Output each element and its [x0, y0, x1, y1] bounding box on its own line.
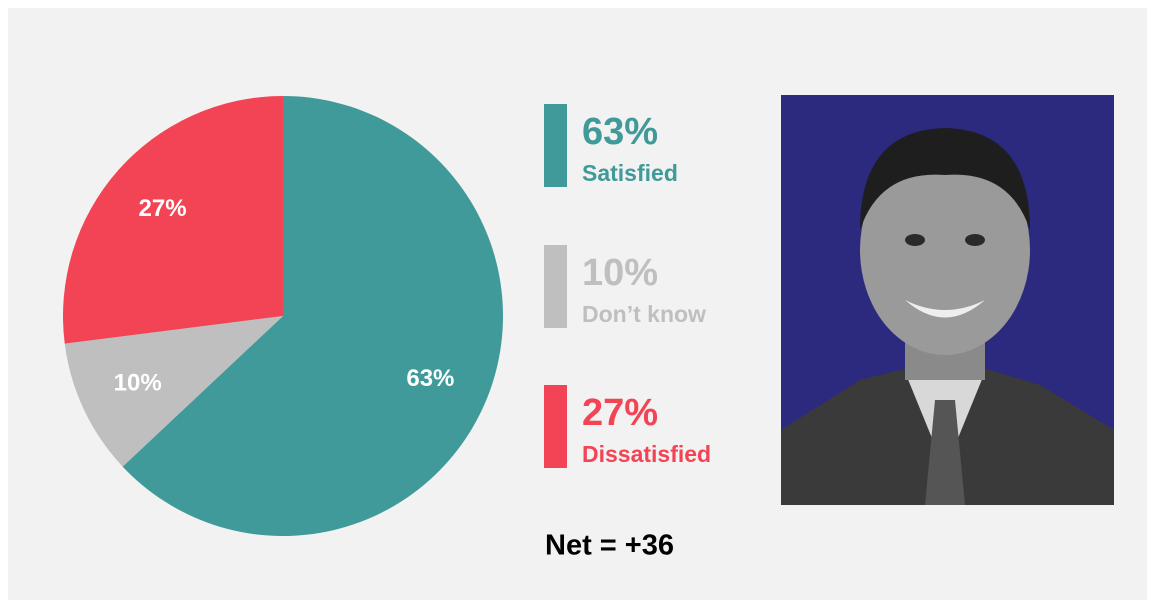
legend-swatch: [544, 245, 567, 328]
legend-value: 10%: [582, 252, 658, 294]
legend-value: 27%: [582, 392, 658, 434]
legend-value: 63%: [582, 111, 658, 153]
legend-swatch: [544, 385, 567, 468]
legend-label: Dissatisfied: [582, 441, 711, 467]
slice-label: 63%: [406, 365, 454, 392]
legend-label: Satisfied: [582, 160, 678, 186]
photo: [781, 95, 1114, 505]
net-label: Net = +36: [545, 530, 674, 562]
slice-label: 10%: [114, 370, 162, 397]
legend-label: Don’t know: [582, 301, 706, 327]
slice-label: 27%: [139, 195, 187, 222]
chart: Net = +36 63% 10% 27% 63% Satisfied 10% Don’t …: [0, 0, 1155, 608]
legend-swatch: [544, 104, 567, 187]
page: {"chart_data": {"type": "pie", "categori…: [0, 0, 1155, 608]
